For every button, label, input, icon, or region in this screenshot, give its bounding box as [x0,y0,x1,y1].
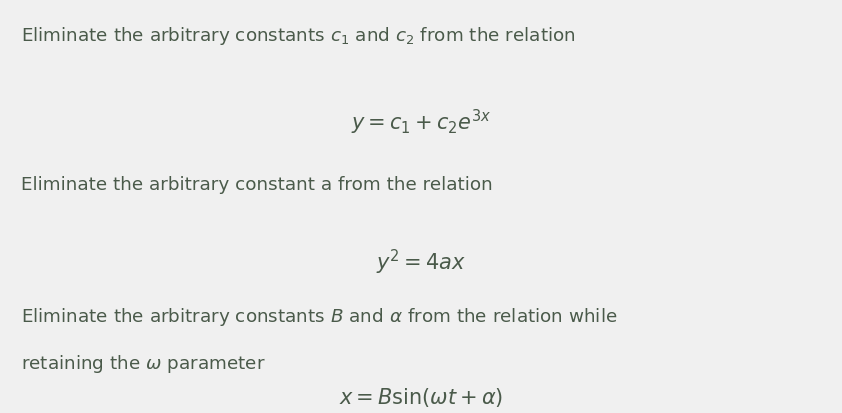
Text: Eliminate the arbitrary constants $c_1$ and $c_2$ from the relation: Eliminate the arbitrary constants $c_1$ … [21,25,576,47]
Text: $y = c_1 + c_2e^{3x}$: $y = c_1 + c_2e^{3x}$ [350,107,492,137]
Text: retaining the $\omega$ parameter: retaining the $\omega$ parameter [21,353,265,375]
Text: $y^2 = 4ax$: $y^2 = 4ax$ [376,248,466,277]
Text: Eliminate the arbitrary constants $B$ and $\alpha$ from the relation while: Eliminate the arbitrary constants $B$ an… [21,306,617,328]
Text: $x = B\sin(\omega t + \alpha)$: $x = B\sin(\omega t + \alpha)$ [338,386,504,409]
Text: Eliminate the arbitrary constant a from the relation: Eliminate the arbitrary constant a from … [21,176,493,194]
